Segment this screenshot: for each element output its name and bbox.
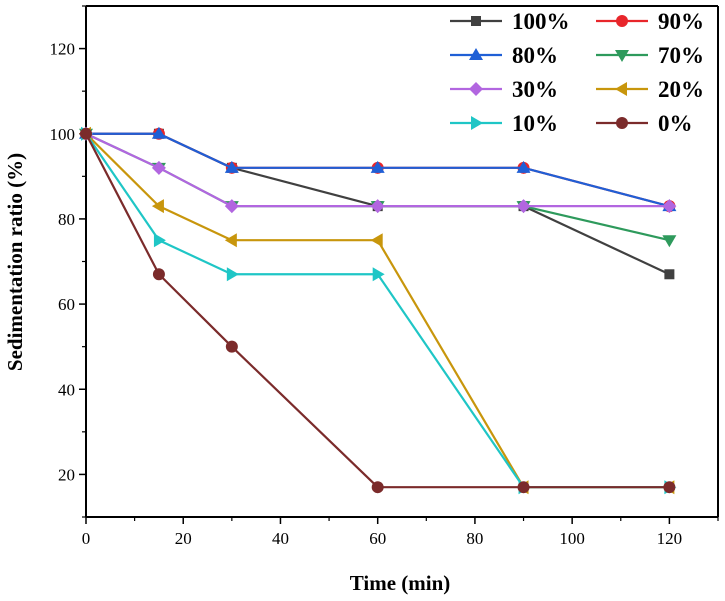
data-point — [662, 199, 677, 214]
axes: 0 20 40 60 80 100 120 20 40 60 80 100 120 — [50, 5, 719, 548]
legend-item: 10% — [450, 111, 558, 136]
data-point — [152, 268, 165, 281]
data-point — [226, 267, 239, 282]
data-point — [151, 199, 164, 214]
x-tick-label: 120 — [657, 529, 683, 548]
data-point — [153, 233, 166, 248]
series-line — [85, 133, 670, 489]
data-point — [224, 233, 237, 248]
data-point — [80, 127, 92, 140]
data-point — [516, 199, 531, 214]
data-point — [664, 269, 675, 280]
legend-label: 0% — [658, 111, 693, 136]
legend-marker — [469, 82, 483, 96]
legend-item: 0% — [596, 111, 693, 136]
y-tick-label: 40 — [58, 380, 75, 399]
series-layer — [79, 126, 677, 495]
y-tick-label: 120 — [50, 40, 76, 59]
legend-label: 20% — [658, 77, 704, 102]
legend: 100% 90% 80% 70% 30% 20% 10% 0% — [450, 9, 704, 136]
series-line — [85, 133, 670, 489]
legend-marker — [471, 116, 483, 130]
legend-label: 70% — [658, 43, 704, 68]
legend-marker — [471, 16, 481, 26]
legend-label: 80% — [512, 43, 558, 68]
data-point — [370, 199, 385, 214]
legend-item: 90% — [596, 9, 704, 34]
x-tick-label: 100 — [559, 529, 585, 548]
legend-item: 80% — [450, 43, 558, 68]
series-70% — [79, 128, 677, 248]
data-point — [370, 160, 385, 173]
data-point — [662, 235, 677, 248]
data-point — [151, 126, 166, 139]
x-tick-label: 40 — [272, 529, 289, 548]
legend-label: 10% — [512, 111, 558, 136]
data-point — [663, 481, 676, 494]
legend-marker — [616, 15, 628, 27]
series-line — [85, 132, 670, 489]
legend-label: 30% — [512, 77, 558, 102]
data-point — [370, 233, 383, 248]
x-tick-label: 0 — [82, 529, 91, 548]
data-point — [517, 481, 530, 494]
series-line — [86, 132, 670, 208]
legend-label: 100% — [512, 9, 570, 34]
series-30% — [79, 126, 677, 214]
legend-item: 100% — [450, 9, 570, 34]
series-20% — [79, 126, 675, 495]
series-0% — [80, 127, 676, 494]
series-80% — [79, 126, 677, 212]
data-point — [224, 199, 239, 214]
x-axis-title: Time (min) — [350, 571, 451, 595]
data-point — [372, 267, 385, 282]
y-tick-label: 20 — [58, 465, 75, 484]
series-line — [85, 132, 670, 208]
series-line — [85, 132, 670, 242]
data-point — [225, 340, 238, 353]
legend-item: 70% — [596, 43, 704, 68]
series-10% — [81, 126, 677, 495]
data-point — [516, 160, 531, 173]
data-point — [224, 160, 239, 173]
legend-item: 30% — [450, 77, 558, 102]
x-tick-label: 80 — [466, 529, 483, 548]
y-tick-label: 100 — [50, 125, 76, 144]
data-point — [151, 160, 166, 175]
y-axis-title: Sedimentation ratio (%) — [3, 153, 27, 371]
x-tick-label: 60 — [369, 529, 386, 548]
data-point — [371, 481, 384, 494]
y-tick-label: 60 — [58, 295, 75, 314]
legend-marker — [616, 117, 628, 129]
legend-marker — [615, 82, 627, 96]
x-tick-label: 20 — [175, 529, 192, 548]
legend-label: 90% — [658, 9, 704, 34]
legend-marker — [615, 50, 629, 62]
legend-marker — [469, 48, 483, 60]
y-tick-label: 80 — [58, 210, 75, 229]
legend-item: 20% — [596, 77, 704, 102]
